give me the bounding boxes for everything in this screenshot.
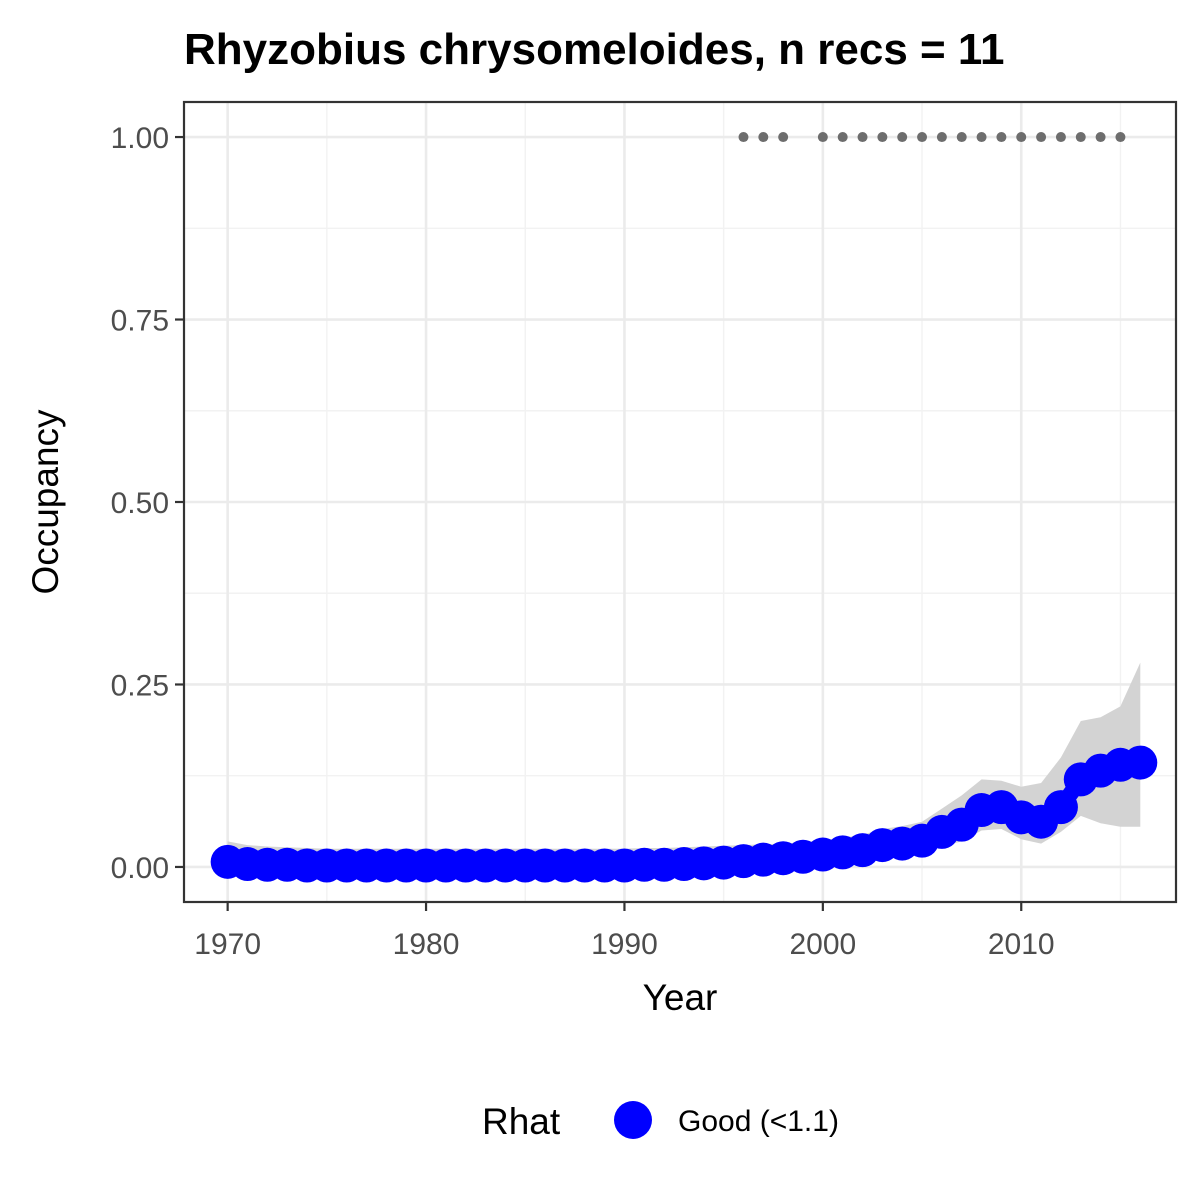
legend-title: Rhat xyxy=(482,1101,561,1142)
y-tick-label: 0.50 xyxy=(111,487,169,520)
detection-point xyxy=(758,132,769,143)
x-tick-label: 2000 xyxy=(789,928,856,961)
detection-point xyxy=(778,132,789,143)
detection-point xyxy=(897,132,908,143)
detection-point xyxy=(1016,132,1027,143)
chart-title: Rhyzobius chrysomeloides, n recs = 11 xyxy=(184,25,1004,74)
detection-point xyxy=(857,132,868,143)
x-axis-title: Year xyxy=(643,977,718,1018)
detection-point xyxy=(956,132,967,143)
y-axis: 0.00 0.25 0.50 0.75 1.00 xyxy=(111,122,184,885)
y-tick-label: 0.75 xyxy=(111,305,169,338)
occupancy-series-layer xyxy=(210,745,1158,883)
legend-label-good: Good (<1.1) xyxy=(678,1105,839,1138)
x-tick-label: 1980 xyxy=(393,928,460,961)
detection-point xyxy=(996,132,1007,143)
x-tick-label: 1990 xyxy=(591,928,658,961)
detection-point xyxy=(1075,132,1086,143)
detection-point xyxy=(877,132,888,143)
y-tick-label: 0.25 xyxy=(111,669,169,702)
detection-point xyxy=(837,132,848,143)
detection-point xyxy=(1055,132,1066,143)
detection-point xyxy=(976,132,987,143)
occupancy-point xyxy=(1043,790,1078,825)
detection-point xyxy=(1095,132,1106,143)
detection-point xyxy=(1036,132,1047,143)
detection-points-layer xyxy=(738,132,1126,143)
occupancy-point xyxy=(1123,745,1158,780)
detection-point xyxy=(1115,132,1126,143)
x-axis: 1970 1980 1990 2000 2010 xyxy=(194,902,1055,961)
detection-point xyxy=(817,132,828,143)
detection-point xyxy=(738,132,749,143)
legend-key-good xyxy=(614,1101,652,1139)
y-tick-label: 1.00 xyxy=(111,122,169,155)
x-tick-label: 2010 xyxy=(988,928,1055,961)
detection-point xyxy=(936,132,947,143)
x-tick-label: 1970 xyxy=(194,928,261,961)
y-tick-label: 0.00 xyxy=(111,852,169,885)
y-axis-title: Occupancy xyxy=(25,409,66,595)
legend: Rhat Good (<1.1) xyxy=(482,1101,839,1142)
detection-point xyxy=(917,132,928,143)
